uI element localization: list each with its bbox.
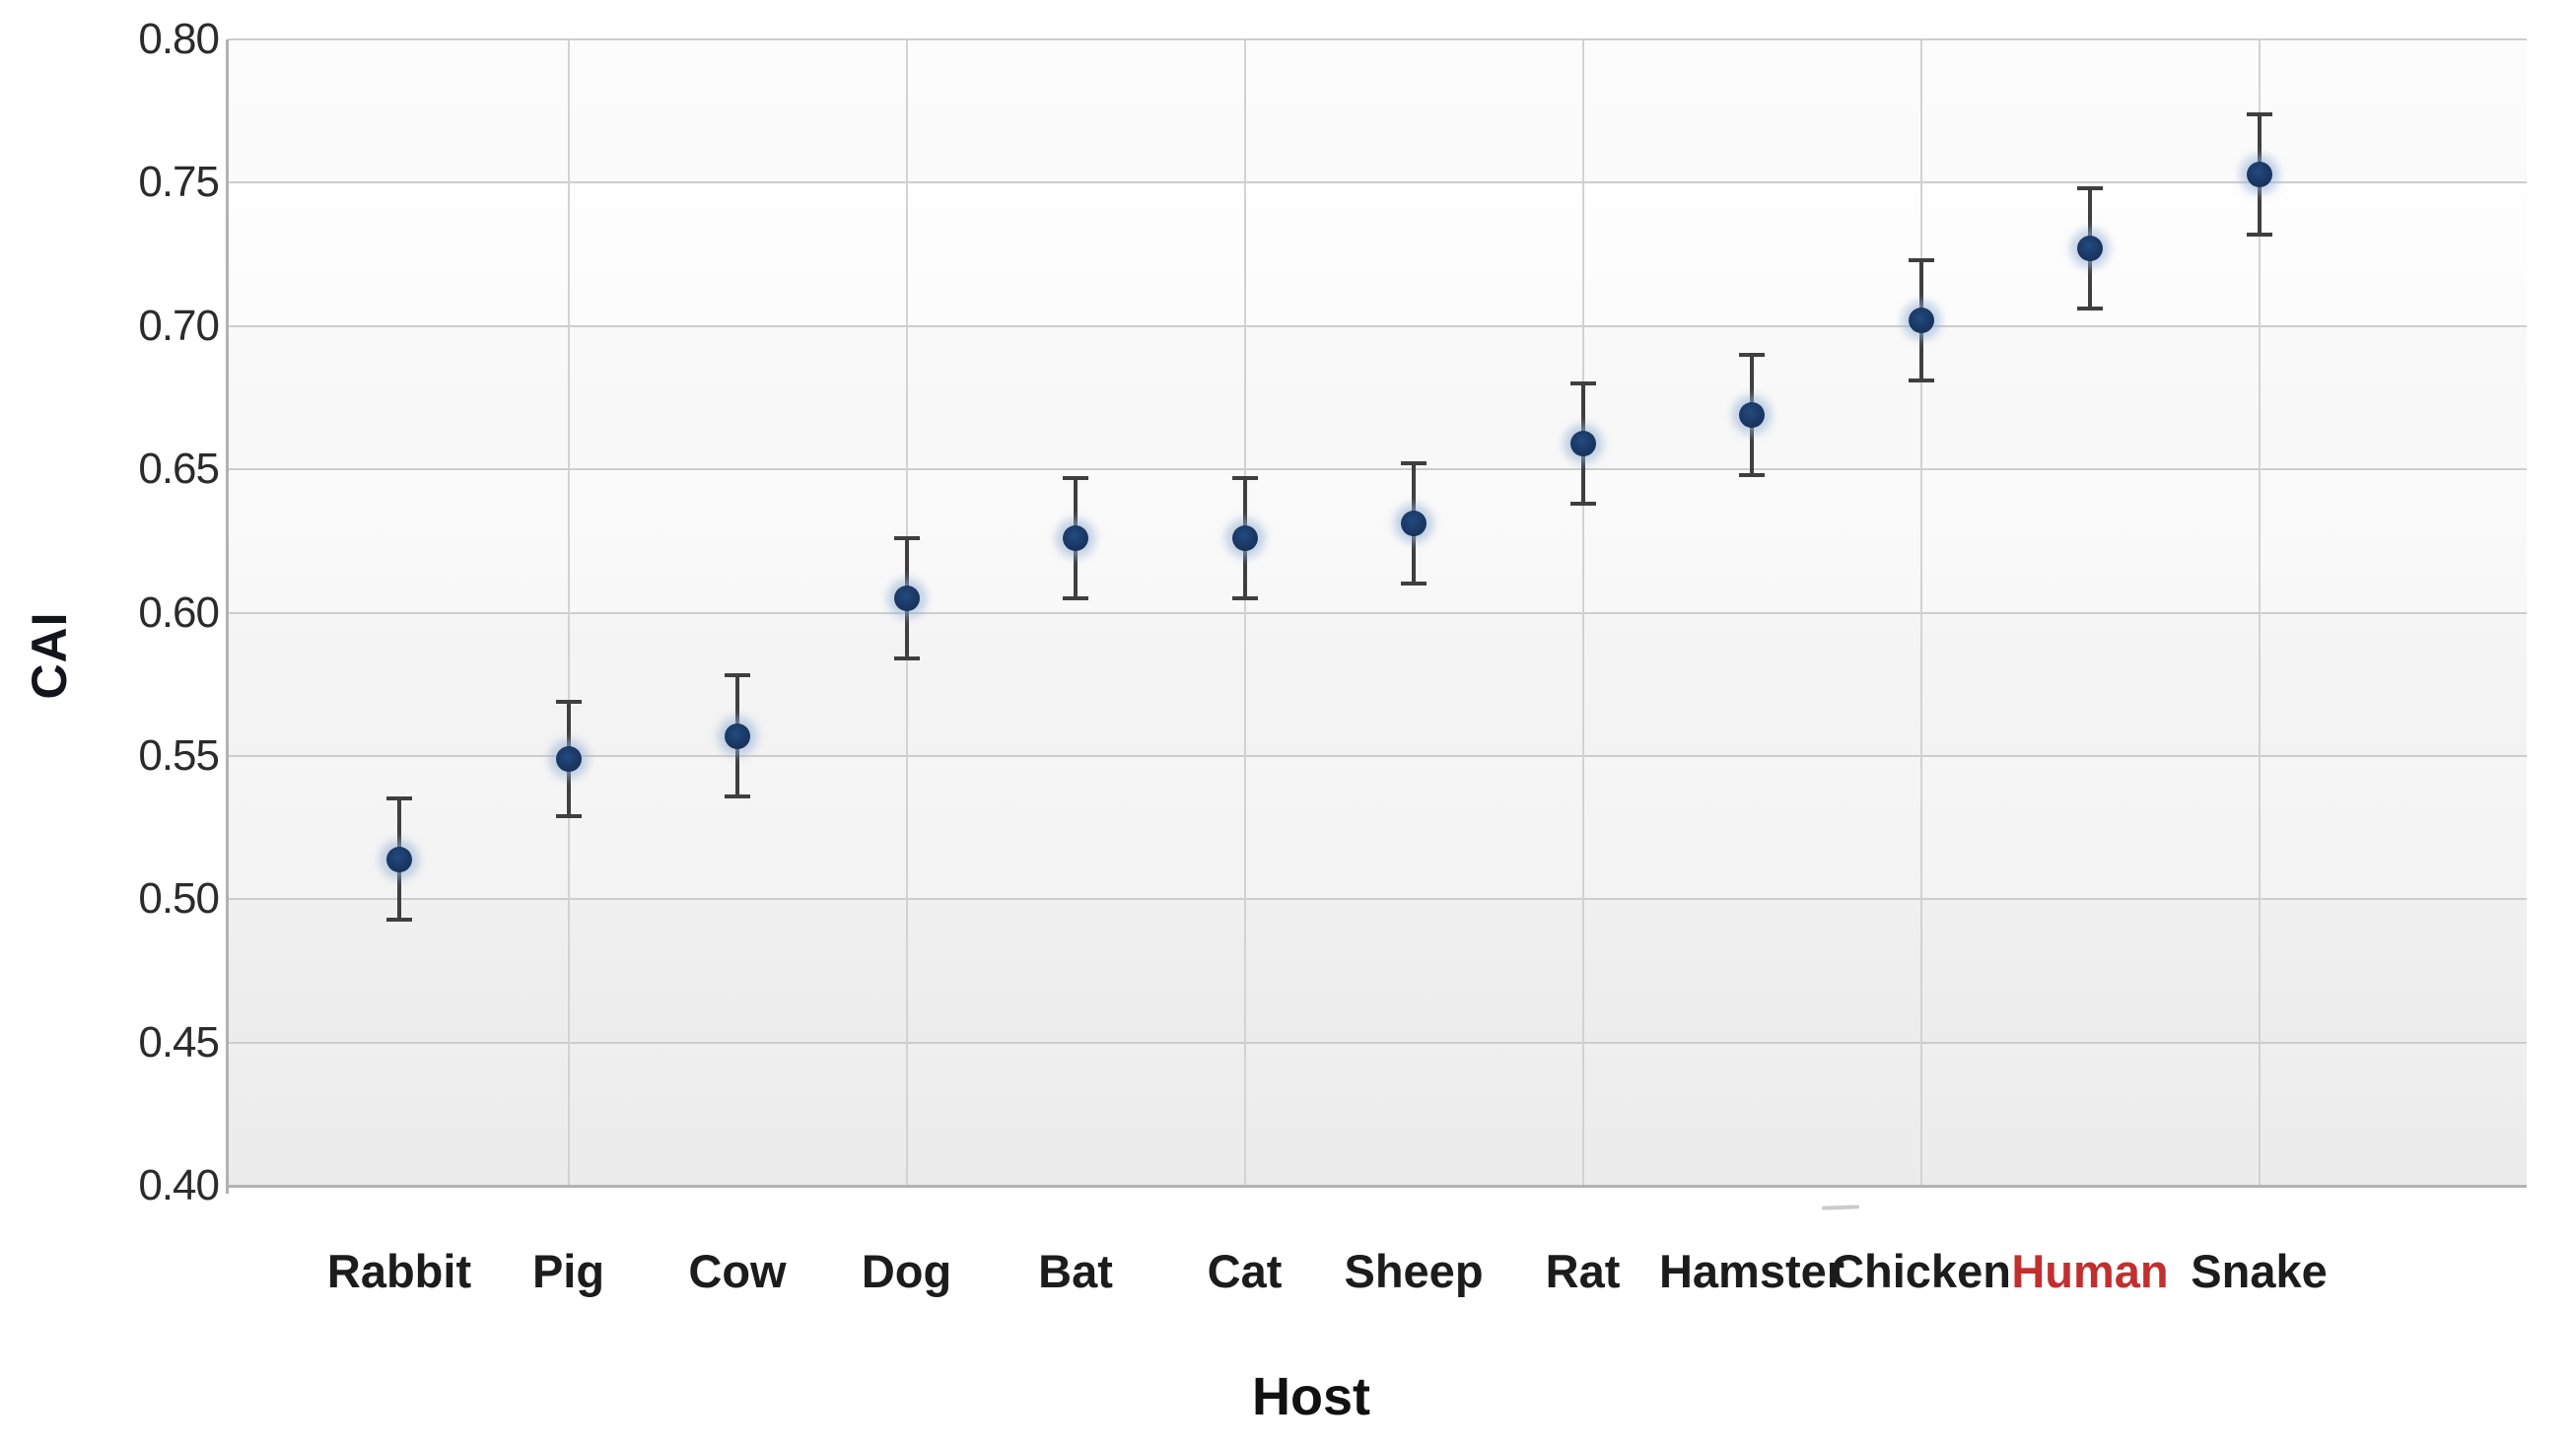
x-category-label: Hamster — [1658, 1245, 1845, 1297]
x-category-label: Bat — [1038, 1245, 1113, 1297]
y-tick-label: 0.75 — [138, 158, 220, 207]
x-category-label: Pig — [531, 1245, 605, 1297]
error-bar-bottom-cap — [1231, 595, 1258, 600]
v-gridline — [567, 39, 570, 1186]
data-point-marker — [1063, 524, 1088, 551]
y-tick-label: 0.55 — [138, 730, 220, 780]
error-bar-bottom-cap — [725, 793, 750, 798]
error-bar-bottom-cap — [1401, 582, 1427, 586]
data-point-marker — [1569, 430, 1596, 456]
error-bar-bottom-cap — [386, 917, 412, 922]
h-gridline — [228, 611, 2527, 614]
x-axis-line — [226, 1185, 2527, 1188]
data-point-marker — [1908, 307, 1934, 333]
y-tick-label: 0.80 — [138, 15, 220, 63]
v-gridline — [1581, 39, 1584, 1186]
h-gridline — [228, 181, 2527, 184]
error-bar-top-cap — [386, 796, 412, 801]
y-tick-label: 0.40 — [138, 1161, 220, 1209]
error-bar-bottom-cap — [2246, 232, 2272, 237]
data-point-marker — [725, 723, 750, 749]
error-bar-top-cap — [1908, 257, 1934, 262]
error-bar-top-cap — [2246, 111, 2272, 116]
v-gridline — [1919, 39, 1922, 1186]
data-point-marker — [555, 745, 582, 772]
v-gridline — [1243, 39, 1246, 1186]
h-gridline — [228, 1041, 2527, 1044]
x-category-label: Snake — [2191, 1245, 2328, 1297]
x-axis-title: Host — [1252, 1367, 1370, 1426]
y-tick-label: 0.60 — [138, 587, 220, 637]
stray-artifact-mark — [1821, 1205, 1860, 1210]
error-bar-top-cap — [1569, 380, 1596, 385]
error-bar-bottom-cap — [1739, 472, 1765, 477]
x-category-label: Sheep — [1344, 1245, 1484, 1297]
data-point-marker — [1401, 511, 1427, 537]
y-tick-label: 0.45 — [138, 1017, 220, 1067]
y-tick-label: 0.65 — [138, 445, 220, 494]
h-gridline — [228, 754, 2527, 757]
data-point-marker — [2077, 236, 2103, 262]
h-gridline — [228, 38, 2527, 40]
error-bar-bottom-cap — [2077, 307, 2103, 311]
h-gridline — [228, 324, 2527, 327]
data-point-marker — [1231, 524, 1258, 551]
x-category-label: Cat — [1207, 1245, 1283, 1297]
x-category-label: Cow — [688, 1245, 787, 1297]
h-gridline — [228, 468, 2527, 471]
error-bar-top-cap — [555, 699, 582, 704]
x-category-label: Rabbit — [326, 1245, 472, 1297]
y-tick-label: 0.50 — [138, 874, 220, 924]
y-axis-title: CAI — [22, 611, 77, 700]
error-bar-top-cap — [1739, 352, 1765, 357]
data-point-marker — [893, 585, 920, 611]
error-bar-top-cap — [1231, 475, 1258, 480]
y-axis-line — [226, 39, 229, 1194]
error-bar-top-cap — [2077, 186, 2103, 191]
error-bar-top-cap — [893, 535, 920, 540]
error-bar-bottom-cap — [1908, 378, 1934, 382]
x-category-label: Chicken — [1831, 1245, 2011, 1297]
error-bar-top-cap — [1401, 461, 1427, 466]
x-category-label: Rat — [1545, 1245, 1621, 1297]
error-bar-bottom-cap — [555, 813, 582, 818]
error-bar-top-cap — [1063, 475, 1088, 480]
v-gridline — [2258, 39, 2261, 1186]
x-category-label: Human — [2011, 1245, 2169, 1297]
error-bar-bottom-cap — [1063, 595, 1088, 600]
data-point-marker — [2246, 161, 2272, 187]
data-point-marker — [386, 846, 412, 872]
data-point-marker — [1739, 401, 1765, 428]
error-bar-bottom-cap — [893, 656, 920, 661]
error-bar-bottom-cap — [1569, 502, 1596, 506]
h-gridline — [228, 898, 2527, 901]
y-tick-label: 0.70 — [138, 301, 220, 350]
error-bar-top-cap — [725, 673, 750, 678]
x-category-label: Dog — [861, 1245, 952, 1297]
